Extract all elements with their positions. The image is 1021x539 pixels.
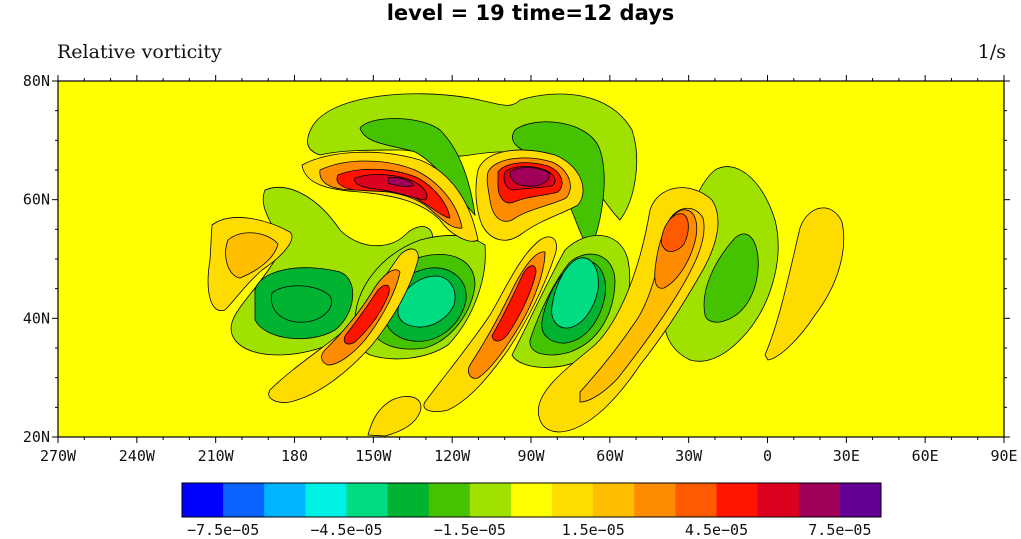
- colorbar-swatch: [757, 483, 800, 517]
- vorticity-field: [207, 93, 845, 437]
- y-tick-label: 60N: [23, 191, 50, 209]
- colorbar-swatch: [387, 483, 430, 517]
- colorbar-swatch: [182, 483, 224, 517]
- colorbar-label: −4.5e−05: [310, 521, 382, 539]
- y-tick-label: 40N: [23, 309, 50, 327]
- y-tick-label: 80N: [23, 72, 50, 90]
- colorbar-swatch: [552, 483, 594, 517]
- colorbar-swatch: [593, 483, 635, 517]
- contour-pos-2-west: [225, 232, 279, 279]
- x-tick-label: 270W: [40, 447, 77, 465]
- y-tick-label: 20N: [23, 428, 50, 446]
- contour-neg-2-north-a: [359, 118, 476, 217]
- colorbar-swatch: [305, 483, 347, 517]
- x-tick-label: 210W: [198, 447, 235, 465]
- contour-pos-5-filament-west: [343, 284, 390, 345]
- x-tick-label: 60E: [912, 447, 939, 465]
- x-tick-label: 240W: [119, 447, 156, 465]
- chart-title: level = 19 time=12 days: [386, 1, 675, 25]
- contour-pos-4-filament-east: [661, 213, 689, 252]
- colorbar-swatch: [798, 483, 841, 517]
- colorbar-frame: [181, 482, 882, 518]
- colorbar-swatch: [839, 483, 882, 517]
- colorbar-label: 7.5e−05: [808, 521, 871, 539]
- colorbar-swatch: [428, 483, 471, 517]
- x-tick-label: 0: [763, 447, 772, 465]
- x-axis: 270W 240W 210W 180 150W 120W 90W 60W 30W 0 30E 60E 9…: [40, 75, 1018, 465]
- x-tick-label: 180: [281, 447, 308, 465]
- colorbar-swatch: [716, 483, 759, 517]
- contour-neg-2-right: [703, 233, 759, 323]
- colorbar-swatch: [223, 483, 265, 517]
- x-tick-label: 90W: [517, 447, 545, 465]
- colorbar-swatch: [634, 483, 676, 517]
- colorbar-swatch: [469, 483, 512, 517]
- contour-pos-7-northeast: [509, 167, 550, 187]
- x-tick-label: 150W: [355, 447, 392, 465]
- colorbar-swatch: [264, 483, 306, 517]
- colorbar-label: 4.5e−05: [685, 521, 748, 539]
- x-tick-label: 60W: [596, 447, 624, 465]
- contour-pos-1-far-right: [764, 207, 845, 361]
- x-tick-label: 120W: [434, 447, 471, 465]
- colorbar-label: −7.5e−05: [187, 521, 259, 539]
- x-tick-label: 30W: [675, 447, 703, 465]
- contour-neg-4-east: [551, 257, 599, 329]
- contour-pos-1-south: [367, 396, 422, 437]
- colorbar-label: 1.5e−05: [562, 521, 625, 539]
- colorbar-swatch: [510, 483, 553, 517]
- variable-label: Relative vorticity: [57, 41, 222, 63]
- x-tick-label: 30E: [833, 447, 860, 465]
- contour-pos-5-filament-center: [491, 265, 537, 342]
- colorbar-swatch: [675, 483, 718, 517]
- units-label: 1/s: [977, 41, 1006, 63]
- colorbar: −7.5e−05 −4.5e−05 −1.5e−05 1.5e−05 4.5e−05 7.…: [181, 482, 882, 539]
- contour-pos-7-northwest: [387, 177, 415, 187]
- colorbar-label: −1.5e−05: [434, 521, 506, 539]
- contour-neg-3-west: [271, 285, 332, 323]
- x-tick-label: 90E: [990, 447, 1017, 465]
- colorbar-swatch: [346, 483, 389, 517]
- y-axis: 20N 40N 60N 80N: [23, 72, 1010, 446]
- contour-neg-4-center: [397, 275, 456, 328]
